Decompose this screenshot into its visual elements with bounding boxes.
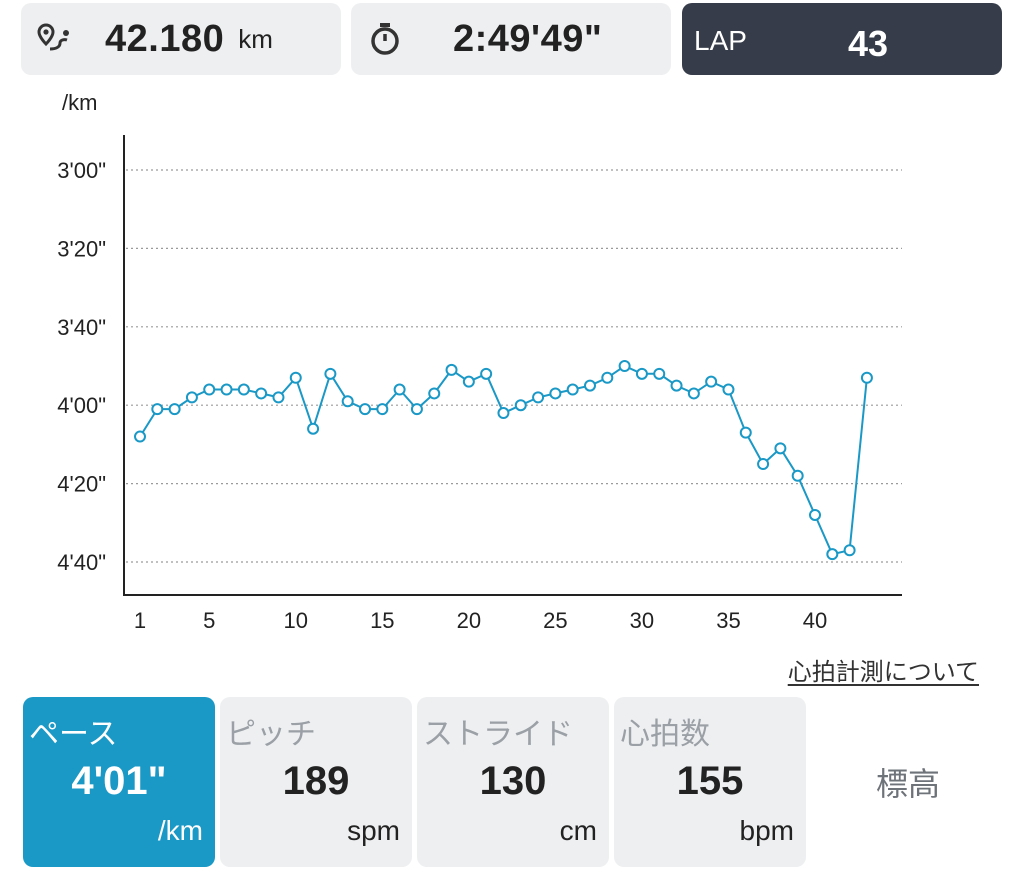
tab-pitch[interactable]: ピッチ 189 spm — [220, 697, 412, 867]
data-point — [324, 367, 337, 380]
pace-value: 4'01" — [71, 759, 167, 803]
x-tick-label: 25 — [543, 608, 567, 633]
lap-label: LAP — [694, 25, 747, 56]
tab-stride[interactable]: ストライド 130 cm — [417, 697, 609, 867]
pace-label: ペース — [29, 718, 118, 751]
y-tick-label: 4'00" — [57, 393, 106, 418]
data-point — [826, 548, 839, 561]
time-value: 2:49'49" — [453, 17, 603, 60]
data-point — [203, 383, 216, 396]
pitch-unit: spm — [347, 815, 400, 846]
pitch-value: 189 — [282, 759, 350, 803]
pitch-label: ピッチ — [226, 718, 316, 751]
heart-rate-label: 心拍数 — [620, 718, 710, 751]
data-point — [705, 375, 718, 388]
data-point — [601, 371, 614, 384]
y-tick-label: 3'00" — [57, 158, 106, 183]
y-tick-label: 4'40" — [57, 550, 106, 575]
elevation-label: 標高 — [875, 766, 940, 802]
stride-value: 130 — [479, 759, 547, 803]
pace-chart: /km 3'00" 3'20" 3'40" 4'00" 4'20" 4'40" 1 5 10 1… — [0, 80, 1024, 670]
y-tick-label: 4'20" — [57, 472, 106, 497]
stride-label: ストライド — [423, 718, 573, 751]
data-point — [791, 469, 804, 482]
distance-tile: 42.180 km — [21, 3, 341, 75]
y-axis-label: /km — [62, 90, 97, 115]
x-tick-label: 10 — [284, 608, 308, 633]
pace-unit: /km — [157, 815, 203, 846]
data-point — [185, 391, 198, 404]
pace-chart-svg: /km 3'00"3'20"3'40"4'00"4'20"4'40" 1 5 10 1… — [57, 90, 902, 633]
stride-unit: cm — [559, 815, 597, 846]
data-point — [428, 387, 441, 400]
data-point — [618, 360, 631, 372]
data-point — [393, 383, 406, 396]
data-point — [151, 403, 164, 416]
pace-series-line — [139, 364, 868, 556]
data-point — [843, 544, 856, 557]
data-point — [687, 387, 700, 400]
data-point — [757, 458, 770, 470]
data-point — [341, 395, 354, 408]
x-tick-label: 20 — [457, 608, 481, 633]
x-tick-label: 15 — [370, 608, 394, 633]
time-tile: 2:49'49" — [351, 3, 671, 75]
x-tick-label: 1 — [134, 608, 146, 633]
data-point — [168, 403, 181, 416]
lap-value: 43 — [848, 23, 889, 64]
data-point — [289, 371, 302, 384]
data-point — [445, 363, 458, 376]
data-point — [722, 383, 735, 396]
data-point — [774, 442, 787, 455]
data-point — [809, 508, 821, 521]
x-tick-label: 35 — [716, 608, 740, 633]
data-point — [255, 387, 268, 400]
data-point — [549, 387, 562, 400]
data-point — [480, 367, 493, 380]
heart-rate-unit: bpm — [739, 815, 794, 846]
y-tick-label: 3'20" — [57, 236, 106, 261]
data-point — [134, 430, 146, 443]
data-point — [220, 383, 233, 396]
data-point — [635, 367, 648, 380]
tab-elevation[interactable]: 標高 — [812, 697, 1004, 867]
x-tick-label: 5 — [203, 608, 215, 633]
data-point — [237, 383, 250, 396]
data-point — [514, 399, 527, 412]
data-point — [584, 379, 596, 392]
distance-value: 42.180 — [105, 17, 225, 60]
y-tick-label: 3'40" — [57, 315, 106, 340]
stopwatch-icon — [371, 23, 399, 55]
data-point — [376, 403, 389, 416]
data-point — [739, 426, 752, 439]
data-point — [670, 379, 683, 392]
data-point — [462, 375, 475, 388]
distance-unit: km — [238, 23, 273, 54]
data-point — [566, 383, 579, 396]
data-point — [359, 403, 371, 416]
data-point — [860, 371, 873, 384]
data-point — [497, 407, 510, 420]
data-point — [272, 391, 285, 404]
data-point — [307, 422, 320, 435]
x-tick-label: 30 — [630, 608, 654, 633]
heart-rate-info-link[interactable]: 心拍計測について — [787, 659, 979, 686]
data-point — [532, 391, 545, 404]
lap-tile: LAP 43 — [682, 3, 1002, 75]
tab-heart-rate[interactable]: 心拍数 155 bpm — [614, 697, 806, 867]
data-point — [410, 403, 423, 416]
x-tick-label: 40 — [803, 608, 827, 633]
route-pin-icon — [37, 23, 69, 51]
data-point — [653, 367, 666, 380]
heart-rate-value: 155 — [676, 759, 744, 803]
tab-pace[interactable]: ペース 4'01" /km — [23, 697, 215, 867]
